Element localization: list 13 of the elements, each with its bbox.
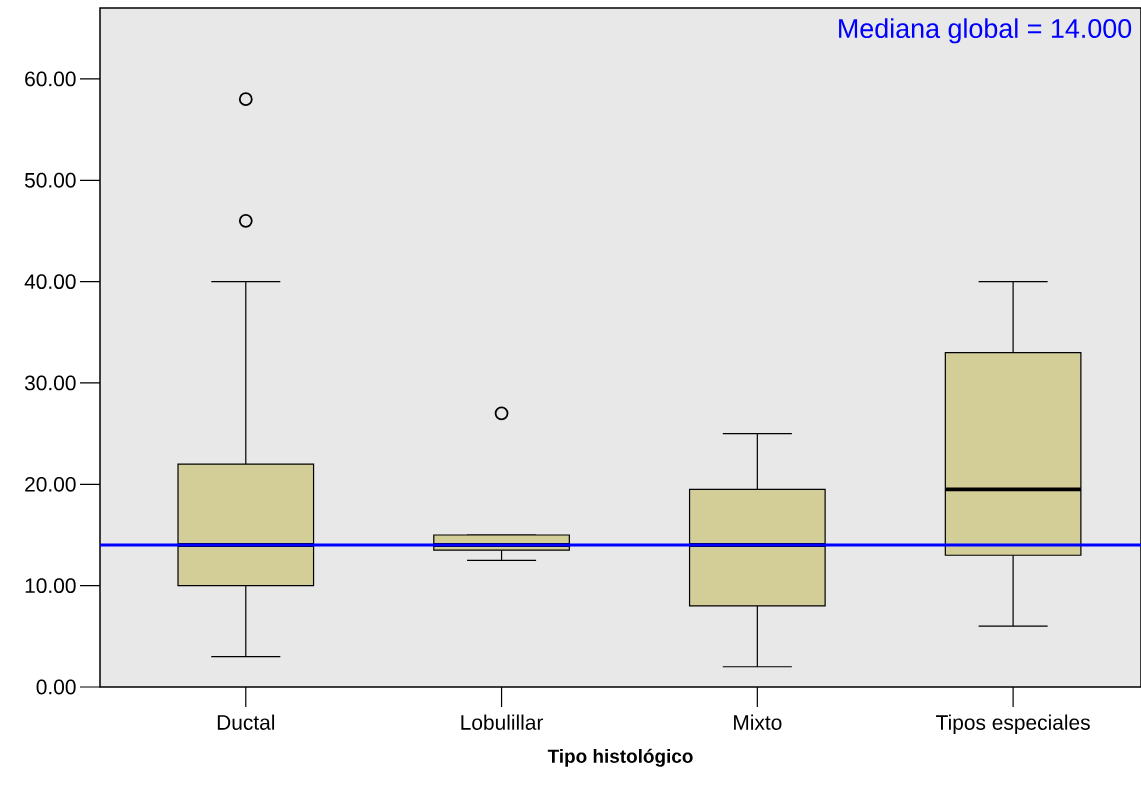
y-tick-label: 40.00: [24, 274, 76, 290]
y-tick-label: 50.00: [24, 172, 76, 188]
y-tick-label: 30.00: [24, 375, 76, 391]
x-tick-label: Tipos especiales: [936, 714, 1090, 735]
y-tick-label: 20.00: [25, 476, 76, 492]
x-tick-label: Mixto: [734, 714, 782, 730]
y-tick-label: 0.00: [36, 679, 76, 695]
y-tick-label: 10.00: [25, 578, 76, 594]
x-tick-label: Ductal: [217, 714, 275, 730]
x-tick-label: Lobulillar: [461, 714, 544, 730]
x-axis-title: Tipo histológico: [547, 748, 693, 767]
ref-line-label: Mediana global = 14.000: [839, 18, 1132, 44]
y-tick-label: 60.00: [25, 71, 76, 87]
